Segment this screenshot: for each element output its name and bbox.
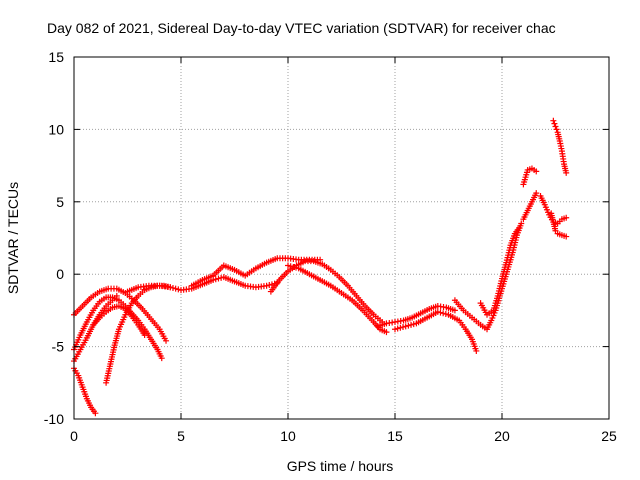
- data-point: [408, 321, 415, 328]
- data-point: [434, 308, 441, 315]
- data-point: [158, 355, 165, 362]
- plot-frame: [73, 56, 610, 420]
- data-point: [563, 233, 570, 240]
- y-tick-label: -10: [44, 411, 64, 427]
- y-tick-label: 10: [48, 121, 64, 137]
- y-axis-label: SDTVAR / TECUs: [5, 182, 21, 294]
- data-point: [551, 120, 558, 127]
- data-point: [451, 307, 458, 314]
- x-tick-label: 0: [70, 428, 78, 444]
- data-point: [212, 276, 219, 283]
- data-point: [533, 190, 540, 197]
- data-point: [169, 284, 176, 291]
- chart-title: Day 082 of 2021, Sidereal Day-to-day VTE…: [47, 20, 556, 36]
- x-tick-label: 15: [387, 428, 403, 444]
- data-point: [405, 322, 412, 329]
- grid: [74, 57, 609, 419]
- x-tick-label: 10: [280, 428, 296, 444]
- y-tick-label: -5: [52, 339, 65, 355]
- x-tick-label: 20: [494, 428, 510, 444]
- data-point: [113, 292, 120, 299]
- axis-ticks: 0 5 10 15 20 25 -10 -5 0 5 10 15: [44, 49, 617, 444]
- data-point: [552, 123, 559, 130]
- data-point: [442, 311, 449, 318]
- data-point: [163, 337, 170, 344]
- y-tick-label: 15: [48, 49, 64, 65]
- x-tick-label: 5: [177, 428, 185, 444]
- y-tick-label: 5: [56, 194, 64, 210]
- data-point: [263, 282, 270, 289]
- data-point: [410, 321, 417, 328]
- data-point: [394, 325, 401, 332]
- data-point: [172, 285, 179, 292]
- data-point: [400, 324, 407, 331]
- data-point: [397, 324, 404, 331]
- data-point: [383, 329, 390, 336]
- data-point: [473, 347, 480, 354]
- data-point: [167, 284, 174, 291]
- data-point: [516, 224, 523, 231]
- data-point: [287, 263, 294, 270]
- data-point: [402, 323, 409, 330]
- data-point: [293, 264, 300, 271]
- data-point: [392, 326, 398, 333]
- x-tick-label: 25: [601, 428, 617, 444]
- y-tick-label: 0: [56, 266, 64, 282]
- x-axis-label: GPS time / hours: [287, 458, 394, 474]
- data-point: [285, 262, 291, 269]
- data-point: [175, 286, 182, 293]
- data-point: [563, 214, 570, 221]
- data-point: [266, 282, 273, 289]
- data-points: [71, 117, 570, 417]
- data-point: [518, 220, 525, 227]
- data-point: [533, 168, 540, 175]
- data-point: [141, 332, 148, 339]
- data-point: [92, 410, 99, 417]
- data-point: [553, 126, 560, 133]
- data-point: [437, 309, 444, 316]
- data-point: [290, 263, 297, 270]
- data-point: [563, 169, 570, 176]
- data-point: [215, 275, 222, 282]
- data-point: [550, 117, 557, 124]
- data-point: [440, 310, 447, 317]
